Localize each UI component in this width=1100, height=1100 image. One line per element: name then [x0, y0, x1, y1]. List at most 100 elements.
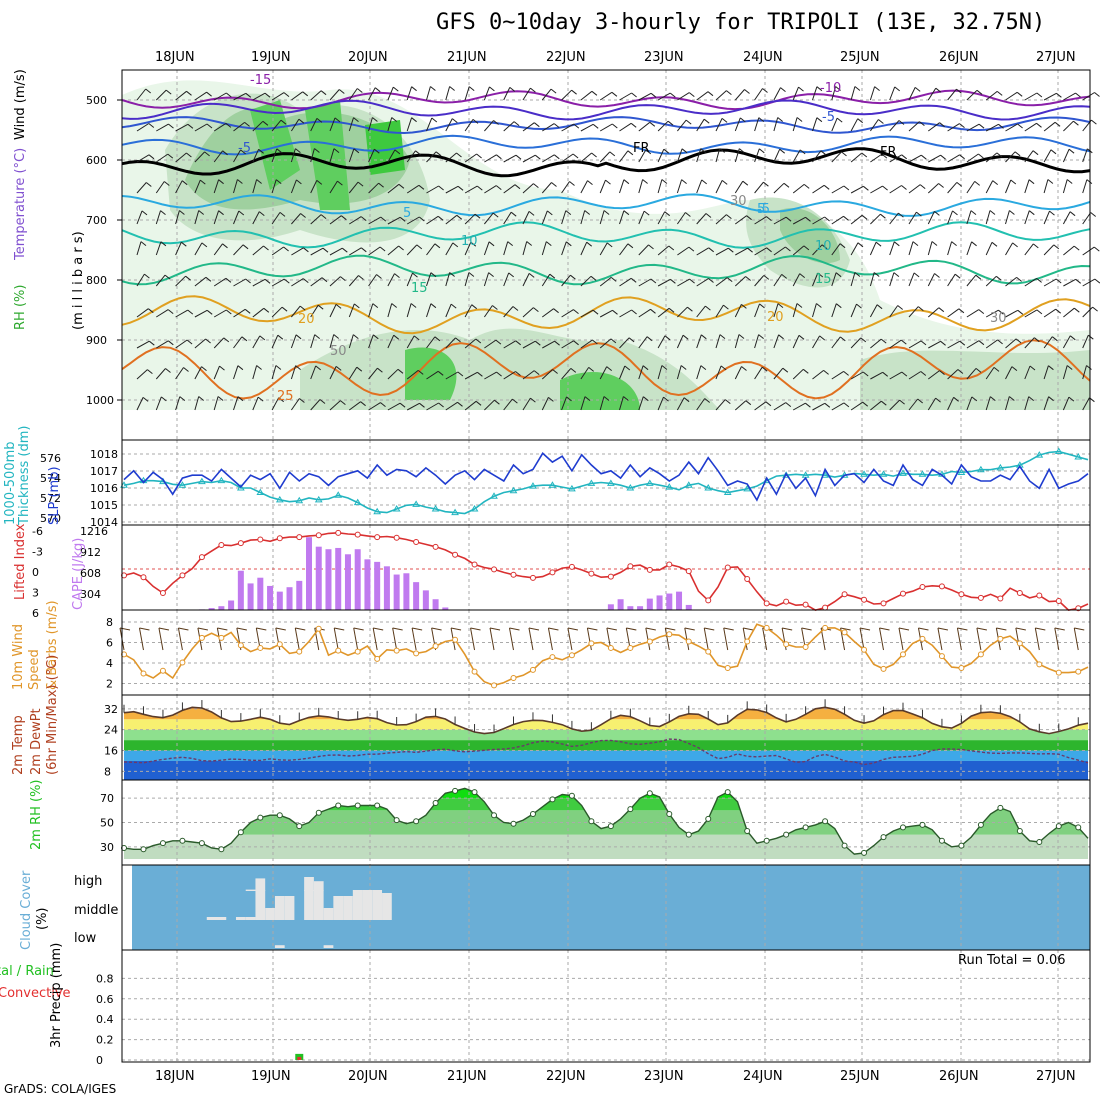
wind-barb [368, 334, 374, 349]
wind-barb [406, 216, 420, 225]
wind-barb-flag [570, 274, 576, 280]
wind-barb-flag [897, 305, 904, 310]
wind-barb [831, 402, 845, 411]
wind-barb [869, 241, 877, 256]
wind-barb-flag [411, 117, 417, 123]
wind-barb-flag [642, 396, 649, 402]
wind-barb [561, 181, 570, 194]
wind-barb [677, 278, 690, 287]
wind-barb [638, 244, 649, 256]
rh-band [124, 798, 1088, 811]
cape-bar [432, 599, 439, 610]
wind-barb-flag [719, 334, 726, 339]
cloud-bar [216, 917, 227, 920]
wind-barb [233, 308, 246, 318]
rh-marker [432, 800, 439, 807]
wind-barb-flag [553, 308, 559, 314]
wind-barb-flag [989, 396, 996, 401]
wind-barb-flag [719, 148, 726, 153]
wind-barb-flag [1036, 278, 1042, 283]
wind-barb [715, 90, 727, 101]
wind-barb-flag [185, 275, 191, 281]
wind-barb [586, 627, 592, 651]
wind-barb [213, 122, 227, 132]
wind-barb [541, 273, 551, 287]
wind-barb-flag [549, 273, 556, 279]
wind-barb-flag [545, 241, 552, 246]
lifted-index-marker [724, 564, 731, 571]
wind-barb-flag [489, 86, 495, 92]
rh-shading [780, 208, 840, 264]
rh-marker [237, 829, 244, 836]
precip-tick-label: 0.4 [96, 1013, 114, 1026]
wind-barb-flag [816, 117, 823, 123]
wind-barb-flag [528, 273, 535, 278]
wind-barb-flag [186, 152, 192, 158]
wind-barb-flag [878, 119, 884, 124]
wind-barb [657, 179, 663, 194]
wind-barb-flag [919, 184, 926, 189]
wind-barb-flag [316, 180, 323, 185]
wind-barb-flag [745, 400, 752, 406]
wind-barb-flag [573, 309, 579, 314]
cape-tick-label: 912 [80, 546, 101, 559]
wind-barb-flag [509, 627, 520, 631]
wind-barb-flag [225, 92, 232, 98]
cloud-level-label: high [74, 874, 102, 889]
wind-speed-marker [627, 644, 634, 651]
wind-barb [426, 303, 432, 318]
wind-barb-flag [914, 87, 921, 92]
wind-speed-marker [452, 636, 459, 643]
cloud-level-label: middle [74, 903, 118, 918]
wind-barb-flag [643, 210, 650, 216]
cape-bar [208, 608, 215, 610]
wind-barb-flag [263, 307, 270, 313]
wind-barb-flag [566, 396, 572, 402]
rh-tick-label: 50 [100, 817, 114, 830]
wind-barb [599, 91, 613, 101]
wind-barb-flag [835, 272, 842, 278]
wind-barb [484, 371, 497, 380]
wind-barb [348, 334, 354, 349]
temp-label-group: 2m Temp 2m DewPt (6hr Min/Max) (°C) [11, 655, 60, 775]
wind-barb [368, 246, 381, 256]
wind-barb-flag [824, 402, 831, 408]
wind-barb [715, 304, 724, 318]
wind-barb-flag [739, 117, 746, 123]
wind-barb [831, 151, 842, 163]
wind-barb-flag [631, 309, 637, 315]
wind-barb [1043, 278, 1057, 287]
wind-barb-flag [913, 272, 920, 278]
date-label-bottom: 21JUN [447, 1069, 487, 1084]
wind-barb-flag [978, 340, 985, 346]
cape-bar [617, 599, 624, 610]
wind-barb-flag [661, 365, 668, 370]
wind-barb [483, 241, 490, 256]
wind-barb-flag [747, 247, 753, 253]
wind-barb-flag [256, 627, 267, 631]
wind-barb [599, 210, 605, 225]
contour-label: -5 [822, 110, 835, 125]
contour-label: -5 [757, 202, 770, 217]
wind-barb-flag [197, 627, 208, 631]
wind-barb [792, 245, 805, 256]
wind-barb [734, 366, 742, 380]
wind-barb-flag [835, 86, 841, 91]
wind-barb [734, 304, 742, 318]
wind-barb-flag [416, 244, 423, 250]
lifted-index-marker [938, 583, 945, 590]
wind-barb [542, 154, 555, 163]
wind-barb [850, 152, 863, 163]
wind-barb [445, 303, 452, 318]
wind-barb [329, 89, 340, 101]
wind-barb-flag [567, 627, 579, 631]
wind-barb [155, 181, 165, 194]
lifted-index-marker [159, 590, 166, 597]
wind-barb-flag [554, 340, 560, 346]
cape-bar [442, 607, 449, 610]
wind-barb [599, 151, 611, 163]
rh-marker [1036, 838, 1043, 845]
wind-barb-flag [840, 627, 851, 631]
